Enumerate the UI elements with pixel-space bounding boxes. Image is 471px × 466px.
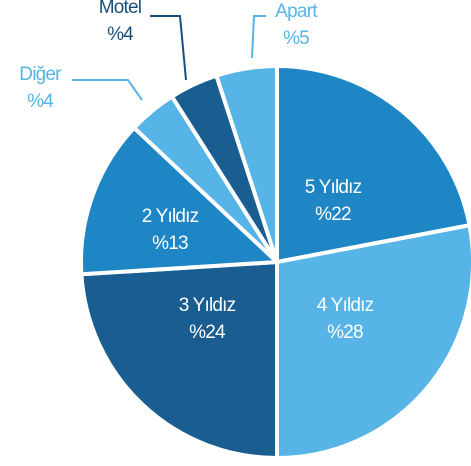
pie-slice [275, 223, 471, 460]
slice-value: %28 [327, 322, 363, 343]
slice-name: Motel [99, 0, 141, 18]
pie-slice [79, 125, 279, 277]
slice-value: %24 [189, 322, 226, 343]
slice-name: 2 Yıldız [142, 206, 199, 227]
slice-name: Apart [275, 1, 318, 22]
slice-value: %5 [283, 28, 309, 49]
pie-slice [275, 64, 471, 264]
pie-slice [79, 260, 279, 460]
slice-name: Diğer [19, 64, 62, 85]
slice-name: 3 Yıldız [179, 295, 236, 316]
slice-value: %4 [27, 91, 54, 112]
leader-line [72, 79, 143, 101]
pie-slice [214, 64, 279, 264]
leader-line [150, 15, 187, 81]
slice-name: 4 Yıldız [317, 295, 374, 316]
slice-value: %13 [152, 233, 188, 254]
slice-name: 5 Yıldız [305, 177, 362, 198]
slice-value: %4 [107, 24, 134, 45]
leader-line [251, 15, 266, 59]
slice-value: %22 [315, 204, 351, 225]
